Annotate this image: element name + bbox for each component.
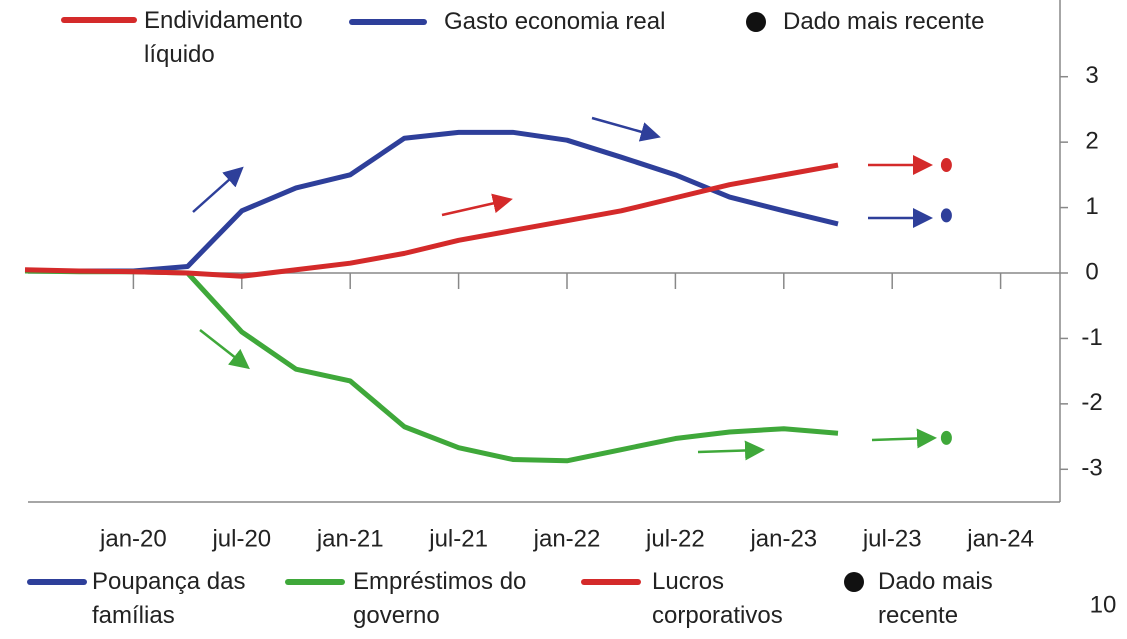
legend-label: Empréstimos do governo	[353, 568, 527, 629]
latest-point	[940, 158, 952, 173]
legend-dot	[746, 12, 766, 32]
legend-label: Endividamento líquido	[144, 7, 303, 68]
y-tick-label: 1	[1085, 193, 1098, 220]
y-tick-label: -2	[1081, 389, 1102, 416]
x-tick-label: jul-23	[862, 525, 922, 552]
page-number: 10	[1090, 591, 1117, 618]
x-tick-label: jan-23	[749, 525, 817, 552]
series-line	[24, 268, 839, 464]
y-tick-label: -3	[1081, 455, 1102, 482]
x-tick-label: jan-24	[966, 525, 1034, 552]
y-tick-label: 0	[1085, 258, 1098, 285]
legend-label: Lucros corporativos	[652, 568, 783, 629]
x-tick-label: jan-22	[533, 525, 601, 552]
legend-label: Dado mais recente	[783, 8, 985, 35]
latest-point	[940, 430, 952, 445]
y-tick-label: 2	[1085, 127, 1098, 154]
legend-label: Gasto economia real	[444, 8, 666, 35]
series-line	[24, 162, 839, 279]
legend-label: Dado mais recente	[878, 568, 993, 629]
y-tick-label: -1	[1081, 324, 1102, 351]
legend-dot	[844, 572, 864, 592]
x-tick-label: jul-21	[428, 525, 488, 552]
arrows	[192, 116, 937, 461]
x-tick-label: jan-21	[316, 525, 384, 552]
x-tick-label: jul-20	[211, 525, 271, 552]
series-line	[25, 129, 839, 274]
x-tick-label: jan-20	[99, 525, 167, 552]
legend-label: Poupança das famílias	[92, 568, 246, 629]
x-tick-label: jul-22	[645, 525, 705, 552]
y-tick-label: 3	[1085, 62, 1098, 89]
latest-point	[940, 208, 952, 223]
